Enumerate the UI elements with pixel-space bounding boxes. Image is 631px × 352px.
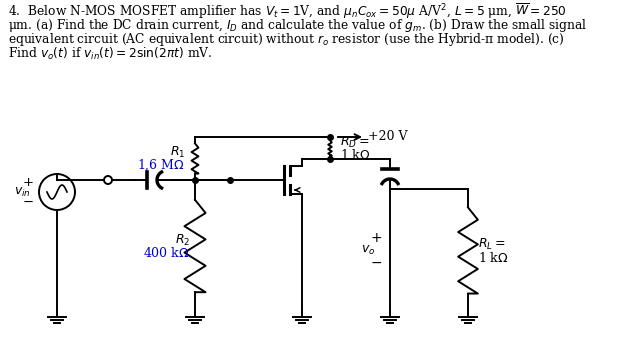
- Text: 1 k$\Omega$: 1 k$\Omega$: [340, 148, 370, 162]
- Text: +20 V: +20 V: [368, 131, 408, 144]
- Text: 1 k$\Omega$: 1 k$\Omega$: [478, 251, 509, 264]
- Text: $R_L=$: $R_L=$: [478, 237, 505, 252]
- Text: $v_o$: $v_o$: [361, 244, 375, 257]
- Text: 4.  Below N-MOS MOSFET amplifier has $V_t = 1$V, and $\mu_nC_{ox} = 50\mu$ A/V$^: 4. Below N-MOS MOSFET amplifier has $V_t…: [8, 2, 567, 21]
- Text: $R_2$: $R_2$: [175, 232, 190, 247]
- Text: −: −: [370, 256, 382, 270]
- Text: $v_{in}$: $v_{in}$: [15, 186, 31, 199]
- Text: Find $v_o(t)$ if $v_{in}(t) = 2\sin(2\pi t)$ mV.: Find $v_o(t)$ if $v_{in}(t) = 2\sin(2\pi…: [8, 45, 212, 62]
- Text: −: −: [23, 195, 34, 208]
- Text: μm. (a) Find the DC drain current, $I_D$ and calculate the value of $g_m$. (b) D: μm. (a) Find the DC drain current, $I_D$…: [8, 17, 587, 33]
- Text: $R_D=$: $R_D=$: [340, 134, 370, 150]
- Text: +: +: [370, 232, 382, 245]
- Text: equivalent circuit (AC equivalent circuit) without $r_o$ resistor (use the Hybri: equivalent circuit (AC equivalent circui…: [8, 31, 565, 48]
- Text: 1,6 M$\Omega$: 1,6 M$\Omega$: [137, 158, 185, 173]
- Text: $R_1$: $R_1$: [170, 145, 185, 160]
- Text: 400 k$\Omega$: 400 k$\Omega$: [143, 246, 190, 260]
- Text: +: +: [23, 176, 34, 189]
